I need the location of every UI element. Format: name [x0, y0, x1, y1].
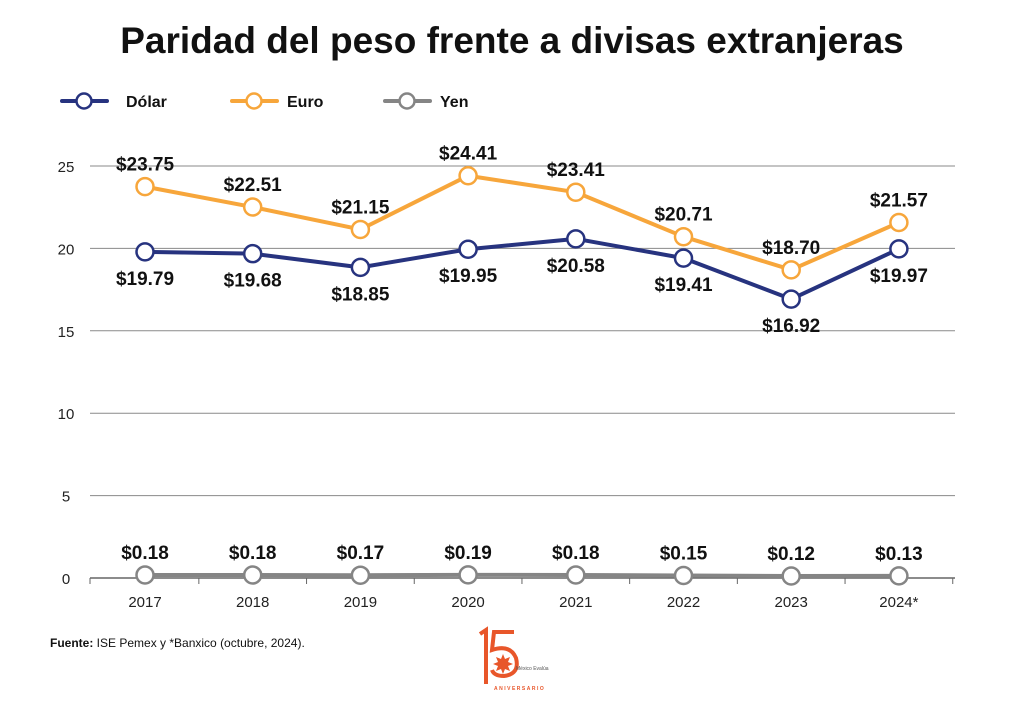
x-tick-label: 2020: [451, 594, 484, 611]
series-line-yen: [145, 572, 899, 579]
data-label: $20.71: [654, 205, 713, 226]
data-point: [350, 219, 371, 240]
data-label: $0.12: [767, 544, 815, 565]
data-point: [673, 248, 694, 268]
data-point: [458, 165, 478, 186]
data-point: [889, 212, 909, 233]
data-label: $23.75: [116, 155, 175, 176]
logo-brand: México Evalúa: [516, 666, 549, 672]
source-label: Fuente:: [50, 636, 94, 650]
data-label: $0.18: [121, 543, 169, 564]
x-tick-label: 2017: [128, 594, 161, 611]
data-label: $16.92: [762, 316, 820, 337]
data-point: [458, 565, 478, 585]
chart-title: Paridad del peso frente a divisas extran…: [120, 20, 904, 61]
legend-label: Euro: [287, 94, 324, 111]
data-label: $24.41: [439, 144, 498, 165]
data-label: $0.18: [552, 543, 600, 564]
data-point: [242, 197, 263, 217]
data-label: $0.19: [444, 543, 492, 564]
data-point: [242, 243, 263, 264]
source-note: Fuente: ISE Pemex y *Banxico (octubre, 2…: [50, 636, 305, 650]
series-line-dólar: [144, 236, 900, 302]
data-label: $21.57: [870, 191, 928, 212]
x-tick-label: 2021: [559, 594, 592, 611]
data-point: [781, 566, 801, 586]
data-label: $19.68: [224, 271, 282, 292]
data-point: [673, 565, 694, 586]
series-line-euro: [144, 173, 900, 272]
y-tick-label: 20: [58, 241, 75, 258]
data-point: [566, 182, 586, 202]
data-label: $0.13: [875, 544, 923, 565]
data-point: [350, 257, 371, 278]
data-point: [242, 565, 263, 585]
legend-marker-yen: [398, 92, 416, 110]
data-label: $22.51: [224, 175, 283, 196]
logo-caption: ANIVERSARIO: [494, 686, 545, 692]
x-tick-label: 2022: [667, 594, 700, 611]
data-point: [781, 260, 801, 280]
data-label: $19.97: [870, 266, 928, 287]
data-point: [889, 566, 909, 586]
data-point: [889, 239, 909, 259]
data-point: [350, 565, 371, 585]
data-point: [566, 565, 586, 585]
legend-marker-dólar: [75, 92, 93, 110]
legend-label: Dólar: [126, 94, 167, 111]
x-tick-label: 2024*: [879, 594, 918, 611]
data-label: $20.58: [547, 256, 605, 277]
data-label: $18.85: [331, 284, 390, 305]
data-label: $23.41: [547, 160, 606, 181]
y-tick-label: 10: [58, 406, 75, 423]
data-point: [135, 176, 155, 197]
data-label: $19.95: [439, 266, 498, 287]
y-tick-label: 15: [58, 324, 75, 341]
x-tick-label: 2023: [775, 594, 808, 611]
data-point: [781, 289, 801, 309]
legend-marker-euro: [245, 92, 263, 110]
x-tick-label: 2018: [236, 594, 269, 611]
y-tick-label: 5: [62, 489, 70, 506]
logo-15-aniversario: México Evalúa ANIVERSARIO: [478, 626, 549, 692]
data-label: $19.41: [654, 275, 713, 296]
data-label: $19.79: [116, 269, 174, 290]
data-point: [458, 239, 478, 259]
legend-label: Yen: [440, 94, 468, 111]
data-label: $0.18: [229, 543, 277, 564]
data-label: $18.70: [762, 238, 820, 259]
data-point: [135, 242, 155, 262]
y-tick-label: 0: [62, 571, 70, 588]
data-label: $21.15: [331, 197, 390, 218]
data-point: [135, 565, 155, 585]
source-text: ISE Pemex y *Banxico (octubre, 2024).: [93, 636, 305, 650]
data-point: [673, 226, 694, 247]
data-label: $0.15: [660, 544, 708, 565]
data-label: $0.17: [337, 543, 385, 564]
data-point: [566, 229, 586, 249]
y-tick-label: 25: [58, 159, 75, 176]
x-tick-label: 2019: [344, 594, 377, 611]
